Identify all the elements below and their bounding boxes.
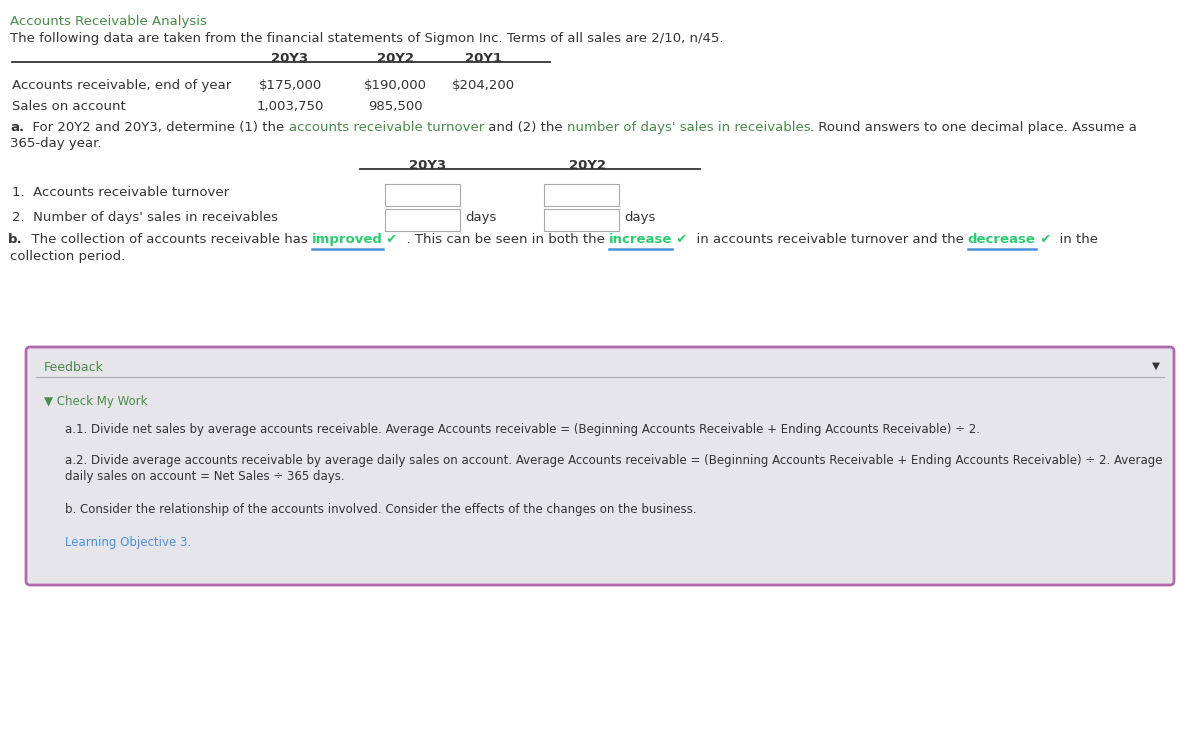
Text: days: days [624, 211, 655, 224]
Text: accounts receivable turnover: accounts receivable turnover [289, 121, 484, 134]
Text: 20Y3: 20Y3 [271, 52, 308, 65]
Text: 985,500: 985,500 [367, 100, 422, 113]
Text: increase: increase [610, 233, 672, 246]
Text: The collection of accounts receivable has: The collection of accounts receivable ha… [23, 233, 312, 246]
FancyBboxPatch shape [26, 347, 1174, 585]
Text: $190,000: $190,000 [364, 79, 426, 92]
Text: decrease: decrease [968, 233, 1036, 246]
Text: ▼ Check My Work: ▼ Check My Work [44, 395, 148, 408]
Text: a.2. Divide average accounts receivable by average daily sales on account. Avera: a.2. Divide average accounts receivable … [65, 454, 1163, 467]
Bar [385, 184, 460, 206]
Bar [544, 184, 619, 206]
Text: days: days [466, 211, 497, 224]
Text: daily sales on account = Net Sales ÷ 365 days.: daily sales on account = Net Sales ÷ 365… [65, 470, 344, 483]
Text: 20Y3: 20Y3 [409, 159, 446, 172]
Text: collection period.: collection period. [10, 250, 125, 263]
Text: ▼: ▼ [1152, 361, 1160, 371]
Text: b. Consider the relationship of the accounts involved. Consider the effects of t: b. Consider the relationship of the acco… [65, 503, 697, 516]
Text: number of days' sales in receivables: number of days' sales in receivables [566, 121, 810, 134]
Text: in the: in the [1051, 233, 1098, 246]
Text: 1,003,750: 1,003,750 [257, 100, 324, 113]
Text: The following data are taken from the financial statements of Sigmon Inc. Terms : The following data are taken from the fi… [10, 32, 724, 45]
Text: Accounts receivable, end of year: Accounts receivable, end of year [12, 79, 232, 92]
Text: 2.  Number of days' sales in receivables: 2. Number of days' sales in receivables [12, 211, 278, 224]
Text: Accounts Receivable Analysis: Accounts Receivable Analysis [10, 15, 206, 28]
Text: . This can be seen in both the: . This can be seen in both the [398, 233, 610, 246]
Text: a.: a. [10, 121, 24, 134]
Text: and (2) the: and (2) the [484, 121, 566, 134]
Text: $204,200: $204,200 [451, 79, 515, 92]
Text: ✔: ✔ [672, 233, 688, 246]
Text: a.1. Divide net sales by average accounts receivable. Average Accounts receivabl: a.1. Divide net sales by average account… [65, 423, 980, 436]
Text: ✔: ✔ [383, 233, 398, 246]
Text: 20Y2: 20Y2 [377, 52, 414, 65]
Text: Learning Objective 3.: Learning Objective 3. [65, 536, 191, 549]
Text: For 20Y2 and 20Y3, determine (1) the: For 20Y2 and 20Y3, determine (1) the [24, 121, 289, 134]
Text: b.: b. [8, 233, 23, 246]
Text: 20Y1: 20Y1 [464, 52, 502, 65]
Text: 1.  Accounts receivable turnover: 1. Accounts receivable turnover [12, 186, 229, 199]
Text: ✔: ✔ [1036, 233, 1051, 246]
Text: 20Y2: 20Y2 [569, 159, 606, 172]
Bar [544, 209, 619, 231]
Text: improved: improved [312, 233, 383, 246]
Text: $175,000: $175,000 [258, 79, 322, 92]
Text: 365-day year.: 365-day year. [10, 137, 102, 150]
Text: Sales on account: Sales on account [12, 100, 126, 113]
Text: in accounts receivable turnover and the: in accounts receivable turnover and the [688, 233, 968, 246]
Text: . Round answers to one decimal place. Assume a: . Round answers to one decimal place. As… [810, 121, 1138, 134]
Bar [385, 209, 460, 231]
Text: Feedback: Feedback [44, 361, 104, 374]
